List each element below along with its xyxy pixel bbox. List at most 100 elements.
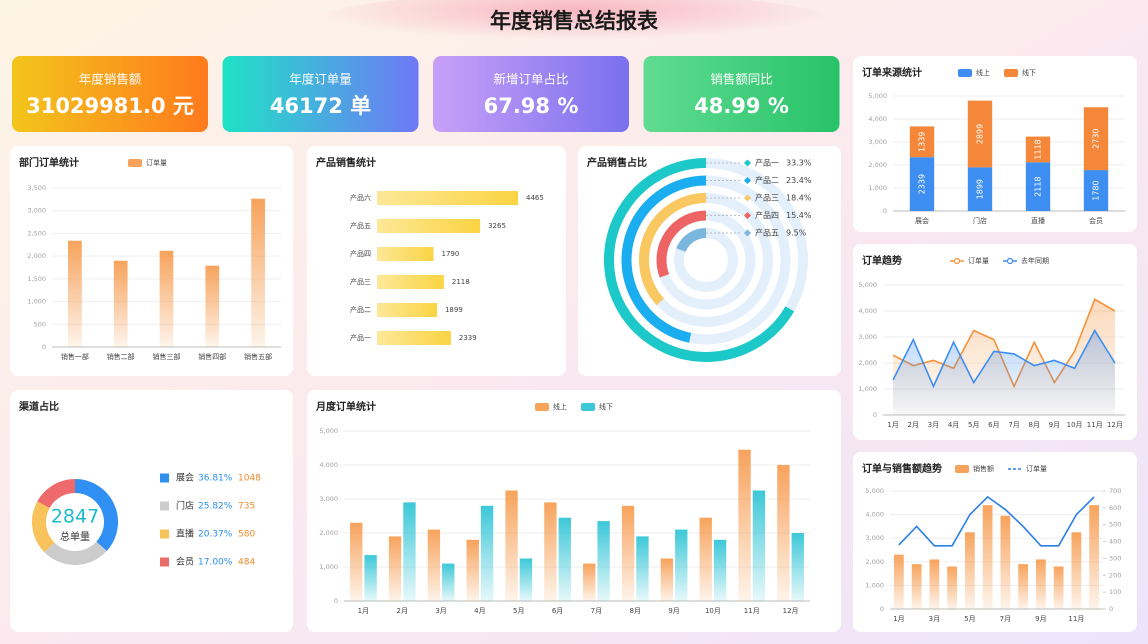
donut-segment — [74, 479, 118, 552]
bar — [113, 260, 128, 347]
legend-label: 订单量 — [1026, 464, 1047, 473]
x-tick-label: 3月 — [435, 607, 446, 615]
y-tick-label: 产品四 — [350, 249, 371, 258]
x-tick-label: 11月 — [1068, 615, 1084, 623]
legend-swatch — [1006, 257, 1014, 265]
legend-value: 18.4% — [786, 194, 812, 203]
x-tick-label: 3月 — [929, 615, 940, 623]
bar — [777, 465, 790, 601]
y-tick-label: 产品二 — [350, 305, 371, 314]
legend-swatch — [743, 194, 752, 202]
x-tick-label: 2月 — [908, 421, 919, 429]
x-tick-label: 5月 — [964, 615, 975, 623]
bar — [964, 532, 975, 609]
chart-title: 产品销售统计 — [316, 156, 376, 169]
kpi-value: 46172 单 — [270, 94, 371, 118]
bar — [1018, 564, 1029, 609]
bar — [480, 505, 494, 601]
bar — [947, 566, 958, 609]
legend-value: 484 — [238, 558, 255, 568]
chart-title: 部门订单统计 — [19, 156, 79, 169]
x-tick-label: 1月 — [887, 421, 898, 429]
y-tick-label: 5,000 — [319, 427, 338, 435]
bar — [1025, 136, 1051, 163]
donut-segment — [44, 541, 107, 565]
kpi-card — [12, 56, 208, 132]
x-tick-label: 11月 — [1087, 421, 1103, 429]
y-tick-label: 1,500 — [27, 275, 46, 283]
legend-value: 735 — [238, 502, 255, 512]
bar — [1083, 170, 1109, 211]
bar — [1000, 515, 1011, 609]
line — [898, 495, 1095, 547]
y-tick-label: 产品六 — [350, 193, 371, 202]
radial-bar — [656, 210, 707, 278]
y-tick-label: 4,000 — [865, 511, 884, 519]
y-tick-label: 500 — [34, 320, 46, 328]
x-tick-label: 9月 — [668, 607, 679, 615]
kpi-label: 年度销售额 — [79, 72, 142, 87]
bar — [636, 536, 649, 601]
bar — [159, 250, 174, 347]
page-title: 年度销售总结报表 — [490, 9, 659, 33]
line — [892, 328, 1116, 389]
legend-swatch — [160, 501, 169, 511]
legend-value: 1048 — [238, 474, 261, 484]
legend-label: 产品一 — [755, 158, 779, 168]
bar — [377, 219, 481, 233]
legend-label: 线上 — [976, 68, 990, 77]
x-tick-label: 销售三部 — [153, 352, 181, 361]
legend-label: 去年同期 — [1021, 256, 1049, 265]
x-tick-label: 8月 — [630, 607, 641, 615]
y-tick-label: 1,000 — [858, 385, 877, 393]
y-tick-label: 产品三 — [350, 277, 371, 286]
bar — [205, 265, 220, 347]
kpi-label: 销售额同比 — [710, 72, 773, 87]
x-tick-label: 8月 — [1029, 421, 1040, 429]
bar — [738, 449, 751, 601]
legend-label: 线下 — [1022, 68, 1036, 77]
legend-label: 产品五 — [755, 228, 779, 238]
bar-value-label: 4465 — [526, 194, 544, 202]
x-tick-label: 销售一部 — [61, 352, 89, 361]
bar — [1053, 566, 1064, 609]
legend-swatch — [743, 176, 752, 185]
y-tick-label: 3,000 — [27, 207, 46, 215]
legend-label: 产品三 — [755, 193, 779, 203]
kpi-label: 年度订单量 — [289, 72, 352, 87]
bar — [505, 490, 518, 601]
legend-swatch — [160, 529, 169, 539]
chart-title: 产品销售占比 — [587, 156, 647, 169]
bar-value-label: 1899 — [976, 179, 985, 199]
legend-share: 17.00% — [198, 558, 233, 568]
legend-value: 33.3% — [786, 159, 812, 168]
donut-segment — [37, 479, 76, 509]
y2-tick-label: 500 — [1109, 521, 1121, 529]
bar — [982, 505, 993, 609]
y2-tick-label: 300 — [1109, 554, 1121, 562]
panel — [10, 390, 293, 632]
x-tick-label: 销售二部 — [107, 352, 135, 361]
radial-bar — [639, 193, 707, 306]
bar — [251, 198, 265, 347]
chart-title: 订单与销售额趋势 — [862, 462, 942, 475]
y-tick-label: 3,000 — [319, 495, 338, 503]
legend-swatch — [128, 159, 142, 167]
y-tick-label: 5,000 — [868, 92, 887, 100]
y-tick-label: 2,000 — [868, 161, 887, 169]
legend-label: 销售额 — [973, 464, 994, 473]
y-tick-label: 1,000 — [319, 563, 338, 571]
x-tick-label: 5月 — [968, 421, 979, 429]
center-value: 2847 — [51, 506, 99, 528]
bar-value-label: 2118 — [452, 278, 470, 286]
x-tick-label: 销售五部 — [244, 352, 272, 361]
legend-label: 展会 — [176, 472, 194, 484]
x-tick-label: 1月 — [358, 607, 369, 615]
legend-swatch — [1004, 69, 1018, 77]
legend-share: 36.81% — [198, 474, 233, 484]
bar — [442, 563, 455, 601]
x-tick-label: 3月 — [928, 421, 939, 429]
bar-value-label: 2730 — [1092, 128, 1101, 148]
